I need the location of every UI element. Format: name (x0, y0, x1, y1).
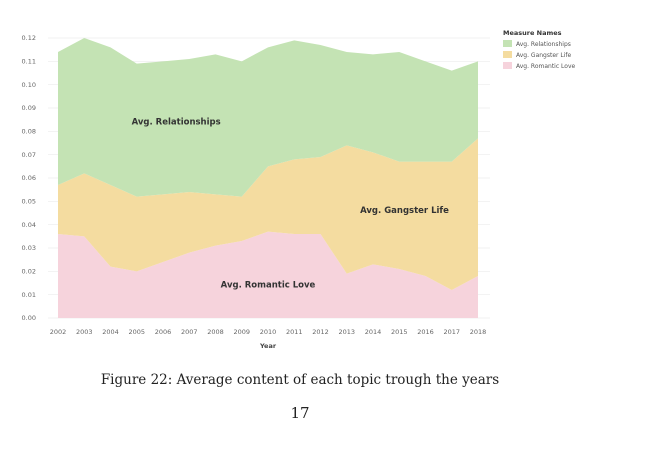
x-tick-label: 2002 (50, 328, 67, 336)
y-tick-label: 0.12 (22, 34, 36, 42)
y-tick-label: 0.04 (22, 221, 36, 229)
y-tick-label: 0.11 (22, 58, 36, 66)
y-tick-label: 0.09 (22, 104, 36, 112)
x-tick-label: 2018 (470, 328, 487, 336)
legend-label: Avg. Romantic Love (516, 63, 576, 70)
x-tick-label: 2007 (181, 328, 198, 336)
x-tick-label: 2003 (76, 328, 93, 336)
y-tick-label: 0.00 (22, 314, 36, 322)
page-number: 17 (290, 404, 310, 422)
x-tick-label: 2006 (155, 328, 172, 336)
area-labels: Avg. Relationships Avg. Gangster Life Avg.… (132, 117, 450, 290)
x-tick-label: 2017 (443, 328, 460, 336)
x-axis-ticks: 2002 2003 2004 2005 2006 2007 2008 2009 2010 2011… (50, 328, 487, 336)
area-label: Avg. Gangster Life (360, 206, 449, 216)
y-tick-label: 0.10 (22, 81, 36, 89)
legend-swatch (503, 51, 512, 58)
x-tick-label: 2016 (417, 328, 434, 336)
y-axis-ticks: 0.00 0.01 0.02 0.03 0.04 0.05 0.06 0.07 0.08 0.09… (22, 34, 36, 322)
y-tick-label: 0.07 (22, 151, 36, 159)
area-label: Avg. Relationships (132, 117, 221, 127)
y-tick-label: 0.05 (22, 198, 36, 206)
x-tick-label: 2014 (365, 328, 382, 336)
x-tick-label: 2013 (338, 328, 355, 336)
figure-caption: Figure 22: Average content of each topic… (100, 372, 500, 388)
stacked-area-chart: 0.00 0.01 0.02 0.03 0.04 0.05 0.06 0.07 0.08 0.09… (22, 29, 576, 350)
x-tick-label: 2004 (102, 328, 119, 336)
x-tick-label: 2012 (312, 328, 329, 336)
area-series (58, 38, 478, 318)
y-tick-label: 0.02 (22, 268, 36, 276)
legend-title: Measure Names (503, 29, 562, 37)
area-avg-romantic-love (58, 231, 478, 318)
legend-swatch (503, 62, 512, 69)
y-tick-label: 0.01 (22, 291, 36, 299)
x-tick-label: 2015 (391, 328, 408, 336)
x-tick-label: 2008 (207, 328, 224, 336)
y-tick-label: 0.06 (22, 174, 36, 182)
legend-items: Avg. Relationships Avg. Gangster Life Avg.… (503, 40, 576, 70)
x-tick-label: 2011 (286, 328, 303, 336)
area-label: Avg. Romantic Love (221, 281, 316, 291)
legend-label: Avg. Gangster Life (516, 52, 572, 59)
x-tick-label: 2009 (233, 328, 250, 336)
legend-swatch (503, 40, 512, 47)
legend-label: Avg. Relationships (516, 41, 571, 48)
area-avg-relationships (58, 38, 478, 197)
x-tick-label: 2010 (260, 328, 277, 336)
legend: Measure Names Avg. Relationships Avg. Gan… (503, 29, 576, 70)
y-tick-label: 0.03 (22, 244, 36, 252)
area-avg-gangster-life (58, 138, 478, 290)
y-tick-label: 0.08 (22, 128, 36, 136)
x-tick-label: 2005 (128, 328, 145, 336)
x-axis-title: Year (259, 342, 277, 350)
